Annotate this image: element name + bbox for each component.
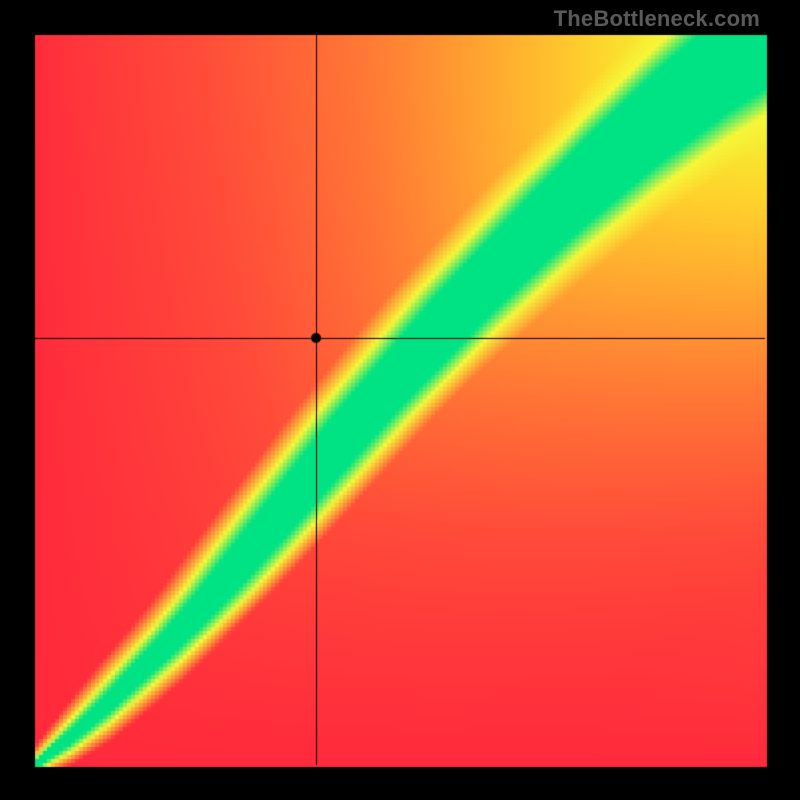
bottleneck-heatmap [0, 0, 800, 800]
watermark-text: TheBottleneck.com [554, 6, 760, 32]
